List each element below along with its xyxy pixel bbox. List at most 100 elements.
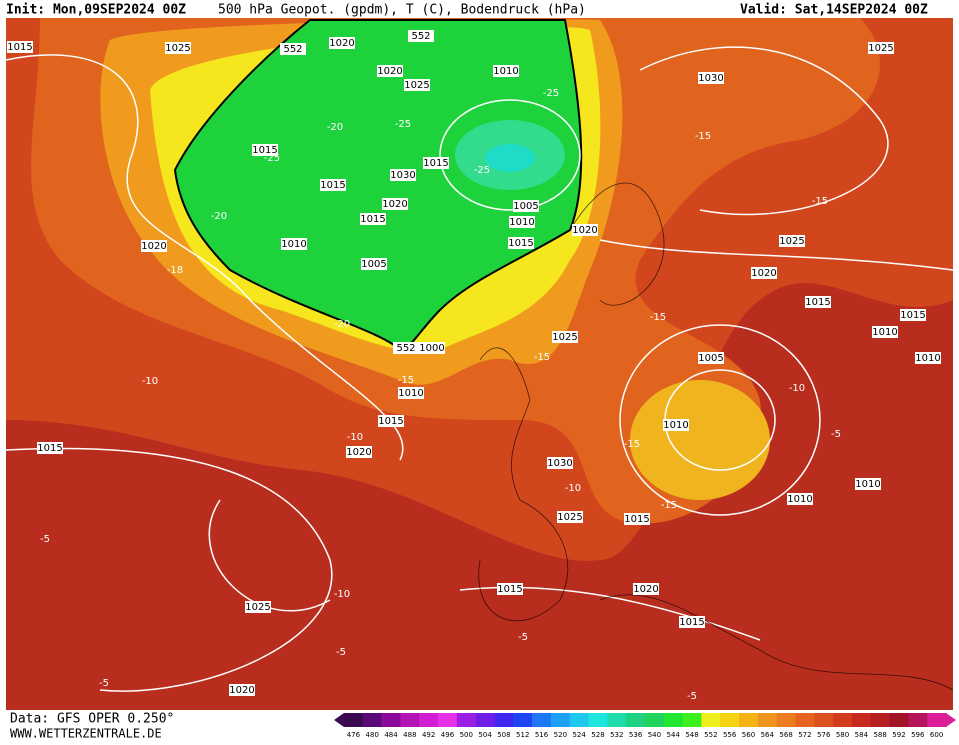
- label-box: [393, 342, 419, 354]
- colorbar-label: 576: [817, 731, 831, 739]
- colorbar-swatch: [739, 713, 759, 727]
- label-box: [398, 387, 424, 399]
- pressure-label: 1010: [398, 388, 423, 399]
- pressure-label: 1015: [252, 145, 277, 156]
- label-box: [855, 478, 881, 490]
- label-box: [165, 42, 191, 54]
- pressure-label: 1010: [855, 479, 880, 490]
- colorbar-label: 556: [723, 731, 737, 739]
- label-box: [915, 352, 941, 364]
- pressure-label: 1015: [37, 443, 62, 454]
- pressure-label: 1015: [378, 416, 403, 427]
- label-box: [624, 513, 650, 525]
- colorbar-swatch: [494, 713, 514, 727]
- colorbar-swatch: [795, 713, 815, 727]
- colorbar-swatch: [833, 713, 853, 727]
- colorbar-label: 580: [836, 731, 849, 739]
- colorbar-label: 544: [667, 731, 681, 739]
- isobar: [208, 499, 331, 612]
- colorbar-label: 552: [704, 731, 717, 739]
- label-box: [329, 37, 355, 49]
- pressure-label: 1030: [698, 73, 723, 84]
- pressure-label: 1005: [513, 201, 538, 212]
- pressure-label: 1025: [557, 512, 582, 523]
- temperature-label: -10: [334, 589, 350, 600]
- label-box: [141, 240, 167, 252]
- pressure-label: 1010: [787, 494, 812, 505]
- colorbar-swatch: [588, 713, 608, 727]
- colorbar-label: 524: [572, 731, 586, 739]
- cold-trough: [173, 19, 583, 352]
- isobar: [599, 239, 954, 271]
- temperature-label: -10: [142, 376, 158, 387]
- label-box: [572, 224, 598, 236]
- pressure-label: 1010: [509, 217, 534, 228]
- colorbar-label: 560: [742, 731, 755, 739]
- label-box: [7, 41, 33, 53]
- pressure-label: 1010: [663, 420, 688, 431]
- label-box: [378, 415, 404, 427]
- label-box: [868, 42, 894, 54]
- coastline: [569, 182, 665, 306]
- colorbar-swatch: [400, 713, 420, 727]
- height-label: 552: [396, 343, 415, 354]
- label-box: [751, 267, 777, 279]
- colorbar-swatch: [532, 713, 552, 727]
- pressure-label: 1025: [165, 43, 190, 54]
- label-box: [493, 65, 519, 77]
- cold-center: [485, 144, 535, 172]
- label-box: [779, 235, 805, 247]
- colorbar-swatch: [569, 713, 589, 727]
- contour-labels: 1015 1025 10201020102510101015101510301015…: [7, 30, 941, 702]
- label-box: [404, 79, 430, 91]
- colorbar-label: 592: [892, 731, 905, 739]
- label-box: [360, 213, 386, 225]
- label-box: [419, 342, 445, 354]
- label-box: [252, 144, 278, 156]
- temperature-label: -25: [543, 88, 559, 99]
- chart-title: 500 hPa Geopot. (gpdm), T (C), Bodendruc…: [218, 3, 586, 18]
- label-box: [900, 309, 926, 321]
- pressure-label: 1005: [361, 259, 386, 270]
- label-box: [513, 200, 539, 212]
- pressure-label: 1015: [900, 310, 925, 321]
- isobar: [639, 46, 889, 216]
- colorbar-label: 564: [761, 731, 775, 739]
- label-box: [280, 43, 306, 55]
- label-box: [872, 326, 898, 338]
- pressure-label: 1015: [7, 42, 32, 53]
- temperature-label: -5: [831, 429, 841, 440]
- label-box: [557, 511, 583, 523]
- label-box: [679, 616, 705, 628]
- pressure-label: 1020: [751, 268, 776, 279]
- colorbar-label: 536: [629, 731, 643, 739]
- height-label: 552: [283, 44, 302, 55]
- label-box: [377, 65, 403, 77]
- colorbar-label: 500: [460, 731, 473, 739]
- temperature-label: -15: [812, 196, 828, 207]
- temperature-label: -15: [661, 500, 677, 511]
- colorbar-label: 484: [384, 731, 398, 739]
- temperature-label: -5: [99, 678, 109, 689]
- label-box: [509, 216, 535, 228]
- pressure-label: 1015: [320, 180, 345, 191]
- isobar: [5, 447, 333, 692]
- label-box: [37, 442, 63, 454]
- map: 1015 1025 10201020102510101015101510301015…: [5, 18, 954, 710]
- pressure-label: 1015: [508, 238, 533, 249]
- website: WWW.WETTERZENTRALE.DE: [10, 727, 162, 741]
- colorbar-swatch: [682, 713, 702, 727]
- pressure-label: 1020: [377, 66, 402, 77]
- temperature-label: -25: [474, 165, 490, 176]
- pressure-label: 1020: [346, 447, 371, 458]
- colorbar-label: 540: [648, 731, 661, 739]
- colorbar-label: 548: [685, 731, 698, 739]
- isobar: [619, 324, 821, 516]
- pressure-label: 1025: [404, 80, 429, 91]
- temperature-label: -5: [687, 691, 697, 702]
- colorbar-swatch: [513, 713, 533, 727]
- colorbar-swatch: [645, 713, 665, 727]
- coastline: [478, 347, 569, 622]
- header-bar: [0, 0, 959, 18]
